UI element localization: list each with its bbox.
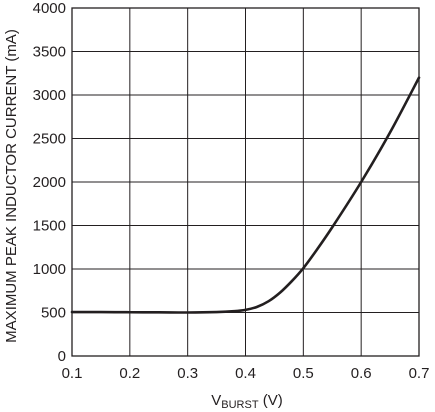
grid: [71, 7, 420, 357]
x-tick-label: 0.3: [177, 365, 198, 382]
y-tick-label: 1000: [33, 261, 66, 278]
x-tick-label: 0.5: [293, 365, 314, 382]
y-tick-label: 500: [41, 305, 66, 322]
plot-frame: [71, 7, 420, 357]
y-tick-label: 4000: [33, 0, 66, 17]
x-tick-labels: 0.1 0.2 0.3 0.4 0.5 0.6 0.7: [62, 365, 430, 382]
x-tick-label: 0.7: [409, 365, 430, 382]
y-tick-label: 1500: [33, 218, 66, 235]
x-tick-label: 0.2: [119, 365, 140, 382]
series-line: [70, 76, 421, 314]
x-tick-label: 0.6: [351, 365, 372, 382]
x-axis-label-unit: (V): [259, 392, 283, 409]
y-tick-label: 2500: [33, 131, 66, 148]
x-tick-label: 0.4: [235, 365, 256, 382]
y-tick-label: 2000: [33, 174, 66, 191]
x-axis-label-subscript: BURST: [221, 399, 259, 411]
x-axis-label: VBURST (V): [211, 392, 282, 411]
series-line-group: [70, 76, 421, 314]
y-tick-labels: 0 500 1000 1500 2000 2500 3000 3500 4000: [33, 0, 66, 365]
y-tick-label: 0: [58, 348, 66, 365]
y-axis-label: MAXIMUM PEAK INDUCTOR CURRENT (mA): [3, 29, 20, 343]
y-tick-label: 3000: [33, 87, 66, 104]
x-axis-label-main: V: [211, 392, 221, 409]
y-tick-label: 3500: [33, 44, 66, 61]
x-tick-label: 0.1: [62, 365, 83, 382]
